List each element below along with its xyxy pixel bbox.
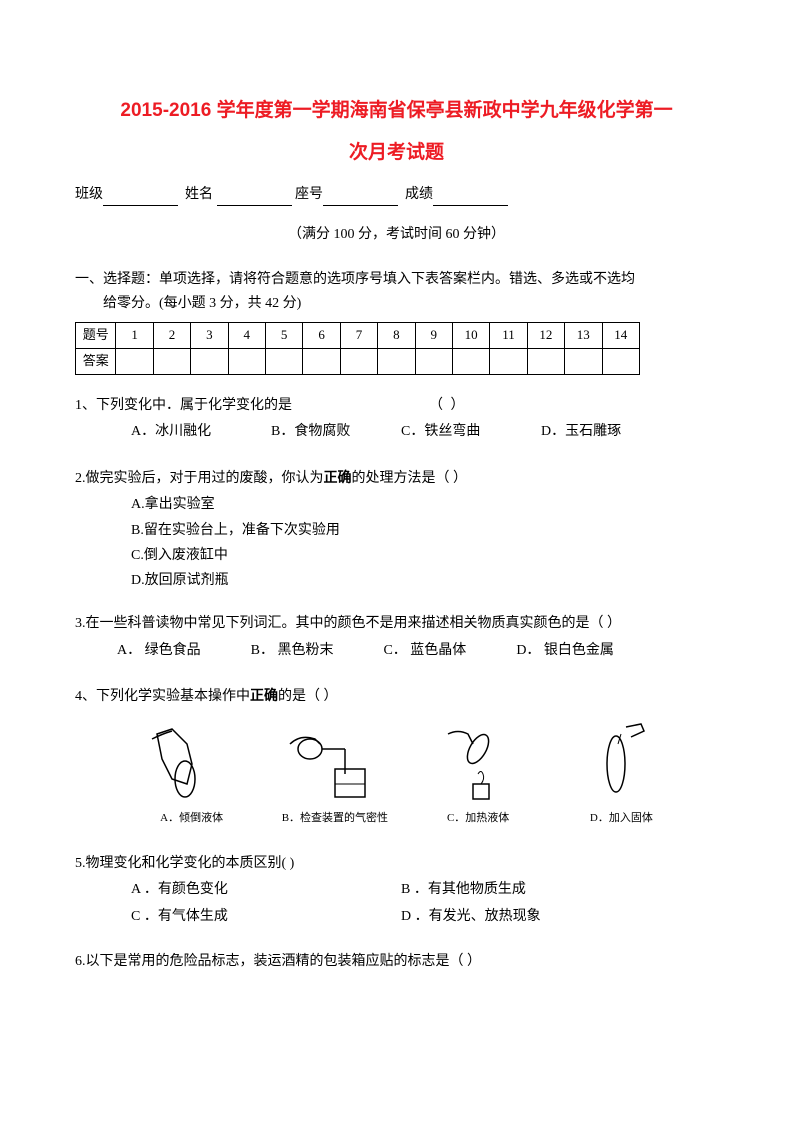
col-num: 11	[490, 322, 527, 348]
q5-opt-b: B ．有其他物质生成	[401, 877, 526, 904]
q4-cap-a: A．倾倒液体	[125, 808, 258, 829]
q1-paren: （ ）	[429, 398, 467, 413]
title-line-2: 次月考试题	[75, 132, 718, 174]
q1-opt-c: C．铁丝弯曲	[401, 419, 541, 446]
title-line-1: 2015-2016 学年度第一学期海南省保亭县新政中学九年级化学第一	[75, 90, 718, 132]
answer-cell[interactable]	[303, 348, 340, 374]
answer-table: 题号 1 2 3 4 5 6 7 8 9 10 11 12 13 14 答案	[75, 322, 640, 375]
q2-opt-a: A.拿出实验室	[131, 492, 718, 517]
row-label-a: 答案	[76, 348, 116, 374]
q2-opt-d: D.放回原试剂瓶	[131, 568, 718, 593]
answer-cell[interactable]	[228, 348, 265, 374]
section-1-heading: 一、选择题：单项选择，请将符合题意的选项序号填入下表答案栏内。错选、多选或不选均…	[75, 268, 718, 316]
q2-opt-b: B.留在实验台上，准备下次实验用	[131, 518, 718, 543]
add-solid-icon	[566, 719, 676, 804]
q2-opt-c: C.倒入废液缸中	[131, 543, 718, 568]
q2-stem-post: 的处理方法是（ ）	[352, 471, 468, 486]
col-num: 7	[340, 322, 377, 348]
q1-opt-d: D．玉石雕琢	[541, 419, 621, 446]
q4-cap-b: B．检查装置的气密性	[268, 808, 401, 829]
answer-cell[interactable]	[340, 348, 377, 374]
answer-cell[interactable]	[378, 348, 415, 374]
q5-opt-a: A ．有颜色变化	[131, 877, 401, 904]
answer-cell[interactable]	[415, 348, 452, 374]
answer-cell[interactable]	[265, 348, 302, 374]
heat-liquid-icon	[423, 719, 533, 804]
col-num: 14	[602, 322, 640, 348]
question-3: 3.在一些科普读物中常见下列词汇。其中的颜色不是用来描述相关物质真实颜色的是（ …	[75, 611, 718, 664]
section-1-line-1: 一、选择题：单项选择，请将符合题意的选项序号填入下表答案栏内。错选、多选或不选均	[75, 268, 718, 292]
q1-stem: 1、下列变化中．属于化学变化的是	[75, 398, 292, 413]
q3-opt-b: B． 黑色粉末	[251, 638, 334, 665]
answer-cell[interactable]	[565, 348, 602, 374]
q4-stem-bold: 正确	[250, 687, 278, 703]
col-num: 4	[228, 322, 265, 348]
q2-stem-pre: 2.做完实验后，对于用过的废酸，你认为	[75, 471, 324, 486]
seat-label: 座号	[295, 187, 323, 202]
answer-cell[interactable]	[191, 348, 228, 374]
row-label-q: 题号	[76, 322, 116, 348]
question-6: 6.以下是常用的危险品标志，装运酒精的包装箱应贴的标志是（ ）	[75, 949, 718, 976]
table-row: 题号 1 2 3 4 5 6 7 8 9 10 11 12 13 14	[76, 322, 640, 348]
col-num: 6	[303, 322, 340, 348]
airtight-check-icon	[280, 719, 390, 804]
q6-stem: 6.以下是常用的危险品标志，装运酒精的包装箱应贴的标志是（ ）	[75, 949, 718, 976]
col-num: 3	[191, 322, 228, 348]
score-blank[interactable]	[433, 190, 508, 206]
answer-cell[interactable]	[452, 348, 489, 374]
diagram-b: B．检查装置的气密性	[268, 719, 401, 829]
diagram-d: D．加入固体	[555, 719, 688, 829]
section-1-line-2: 给零分。(每小题 3 分，共 42 分)	[75, 292, 718, 316]
q3-stem: 3.在一些科普读物中常见下列词汇。其中的颜色不是用来描述相关物质真实颜色的是（ …	[75, 611, 718, 638]
answer-cell[interactable]	[490, 348, 527, 374]
q5-opt-d: D ．有发光、放热现象	[401, 904, 541, 931]
q3-opt-c: C． 蓝色晶体	[383, 638, 466, 665]
q4-cap-c: C．加热液体	[412, 808, 545, 829]
col-num: 2	[153, 322, 190, 348]
answer-cell[interactable]	[602, 348, 640, 374]
col-num: 13	[565, 322, 602, 348]
q5-stem: 5.物理变化和化学变化的本质区别( )	[75, 851, 718, 878]
q4-stem-pre: 4、下列化学实验基本操作中	[75, 689, 250, 704]
class-label: 班级	[75, 187, 103, 202]
q4-diagrams: A．倾倒液体 B．检查装置的气密性	[75, 711, 718, 833]
score-label: 成绩	[405, 187, 433, 202]
q5-opt-c: C ．有气体生成	[131, 904, 401, 931]
seat-blank[interactable]	[323, 190, 398, 206]
answer-cell[interactable]	[153, 348, 190, 374]
question-5: 5.物理变化和化学变化的本质区别( ) A ．有颜色变化 B ．有其他物质生成 …	[75, 851, 718, 931]
diagram-c: C．加热液体	[412, 719, 545, 829]
pour-liquid-icon	[137, 719, 247, 804]
question-2: 2.做完实验后，对于用过的废酸，你认为正确的处理方法是（ ） A.拿出实验室 B…	[75, 464, 718, 593]
answer-cell[interactable]	[527, 348, 564, 374]
q1-opt-a: A．冰川融化	[131, 419, 271, 446]
diagram-a: A．倾倒液体	[125, 719, 258, 829]
col-num: 10	[452, 322, 489, 348]
q2-stem-bold: 正确	[324, 469, 352, 485]
col-num: 12	[527, 322, 564, 348]
exam-title: 2015-2016 学年度第一学期海南省保亭县新政中学九年级化学第一 次月考试题	[75, 90, 718, 174]
q3-opt-d: D． 银白色金属	[516, 638, 614, 665]
name-blank[interactable]	[217, 190, 292, 206]
exam-subtitle: （满分 100 分，考试时间 60 分钟）	[75, 224, 718, 246]
question-1: 1、下列变化中．属于化学变化的是 （ ） A．冰川融化 B．食物腐败 C．铁丝弯…	[75, 393, 718, 446]
col-num: 1	[116, 322, 153, 348]
col-num: 8	[378, 322, 415, 348]
q1-opt-b: B．食物腐败	[271, 419, 401, 446]
answer-cell[interactable]	[116, 348, 153, 374]
name-label: 姓名	[185, 187, 213, 202]
q4-stem-post: 的是（ ）	[278, 689, 338, 704]
table-row: 答案	[76, 348, 640, 374]
class-blank[interactable]	[103, 190, 178, 206]
col-num: 5	[265, 322, 302, 348]
q4-cap-d: D．加入固体	[555, 808, 688, 829]
question-4: 4、下列化学实验基本操作中正确的是（ ） A．倾倒液体	[75, 682, 718, 832]
student-info-line: 班级 姓名 座号 成绩	[75, 184, 718, 206]
q3-opt-a: A． 绿色食品	[117, 638, 201, 665]
col-num: 9	[415, 322, 452, 348]
